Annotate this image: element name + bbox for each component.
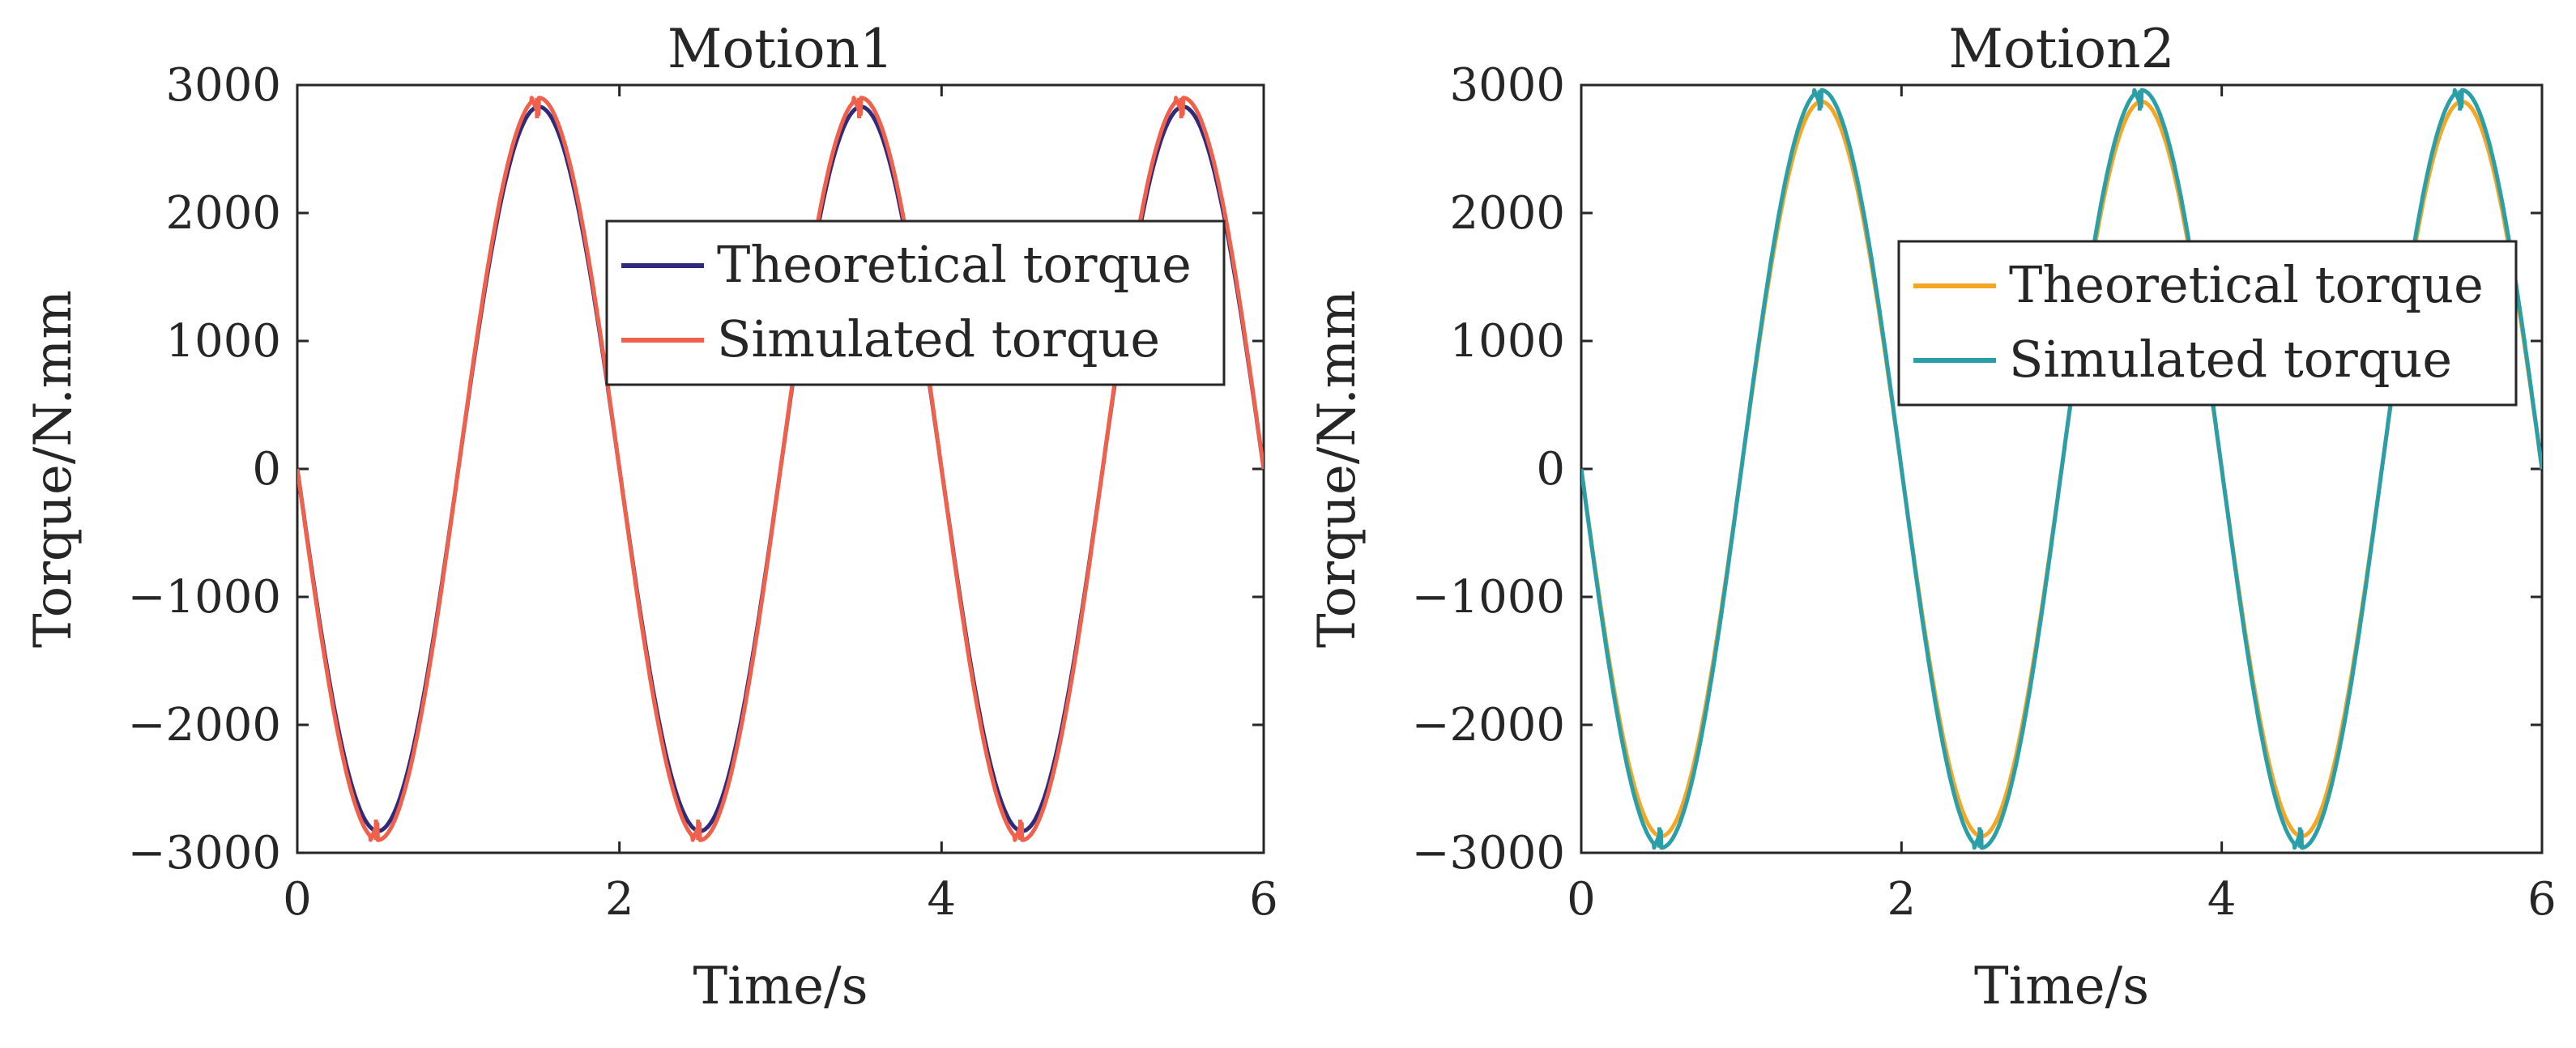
x-tick-label: 6 (2527, 873, 2557, 926)
x-tick-label: 0 (283, 873, 312, 926)
y-tick-label: −2000 (128, 699, 281, 752)
y-axis-label: Torque/N.mm (23, 290, 83, 648)
x-tick-label: 2 (1887, 873, 1917, 926)
x-tick-label: 4 (928, 873, 957, 926)
legend: Theoretical torque Simulated torque (605, 219, 1226, 386)
legend-label-simulated: Simulated torque (717, 309, 1160, 369)
x-tick-label: 6 (1249, 873, 1278, 926)
y-tick-label: 0 (1536, 443, 1565, 496)
y-tick-label: −2000 (1412, 699, 1565, 752)
y-tick-label: 3000 (165, 59, 281, 112)
x-tick-label: 0 (1567, 873, 1596, 926)
legend: Theoretical torque Simulated torque (1897, 240, 2518, 407)
x-axis-label: Time/s (693, 956, 868, 1016)
y-tick-label: 1000 (1449, 315, 1565, 368)
series-line-simulated (297, 96, 1264, 842)
legend-label-simulated: Simulated torque (2009, 330, 2452, 389)
y-tick-label: −1000 (1412, 571, 1565, 624)
chart-panel-1: Motion1 0 2 4 6 −3000 −2000 −1000 0 1000 2000 3000 T… (23, 18, 1278, 1016)
chart-panel-2: Motion2 0 2 4 6 −3000 −2000 −1000 0 1000 2000 3000 T… (1307, 18, 2557, 1016)
y-tick-label: 3000 (1449, 59, 1565, 112)
legend-box (605, 219, 1226, 386)
y-axis-label: Torque/N.mm (1307, 290, 1367, 648)
y-tick-label: −3000 (128, 827, 281, 880)
y-tick-label: 2000 (165, 187, 281, 240)
legend-label-theoretical: Theoretical torque (2009, 255, 2484, 314)
legend-label-theoretical: Theoretical torque (717, 235, 1192, 294)
y-tick-label: −3000 (1412, 827, 1565, 880)
y-tick-label: 2000 (1449, 187, 1565, 240)
y-tick-label: 0 (252, 443, 281, 496)
legend-box (1897, 240, 2518, 407)
x-tick-label: 4 (2207, 873, 2237, 926)
x-axis-label: Time/s (1974, 956, 2149, 1016)
chart-title: Motion1 (667, 18, 893, 80)
y-tick-label: −1000 (128, 571, 281, 624)
chart-title: Motion2 (1948, 18, 2174, 80)
x-tick-label: 2 (605, 873, 634, 926)
series-line-simulated (1581, 87, 2542, 850)
y-tick-label: 1000 (165, 315, 281, 368)
